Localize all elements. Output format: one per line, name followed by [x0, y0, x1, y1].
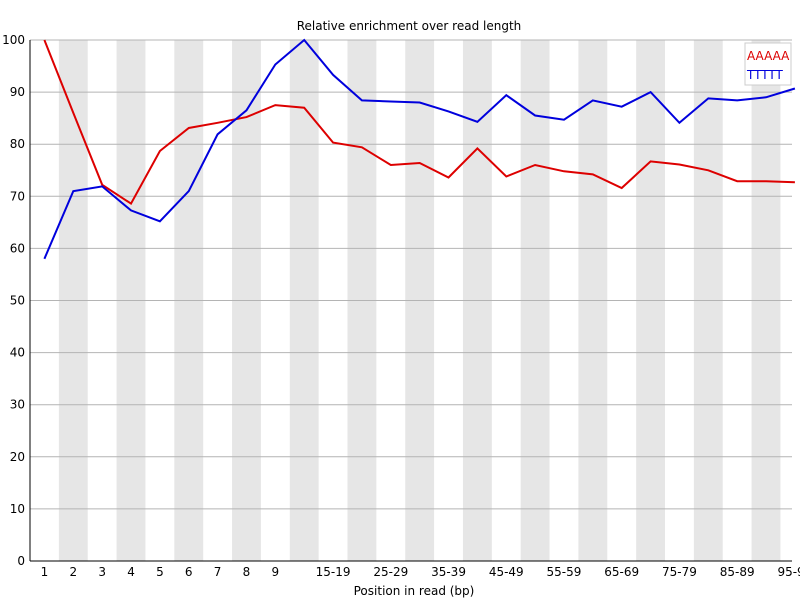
y-tick-label-0: 0 [17, 554, 25, 568]
x-tick-label-75-79: 75-79 [662, 565, 697, 579]
x-tick-label-5: 5 [156, 565, 164, 579]
legend-entry-ttttt: TTTTT [746, 68, 783, 82]
legend-entry-aaaaa: AAAAA [747, 49, 790, 63]
y-tick-label-60: 60 [10, 241, 25, 255]
legend-box [744, 42, 792, 86]
y-tick-label-30: 30 [10, 398, 25, 412]
x-tick-label-7: 7 [214, 565, 222, 579]
series-lines [43, 38, 796, 260]
y-axis-ticks: 0 10 20 30 40 50 60 70 80 90 100 [2, 33, 25, 568]
series-line-ttttt [43, 38, 796, 260]
x-tick-label-3: 3 [98, 565, 106, 579]
gridlines [30, 39, 792, 510]
y-tick-label-40: 40 [10, 346, 25, 360]
x-tick-label-25-29: 25-29 [373, 565, 408, 579]
x-tick-label-4: 4 [127, 565, 135, 579]
x-axis-ticks: 1 2 3 4 5 6 7 8 9 15-19 25-29 35-39 45-49 55-59 65-69 7… [41, 565, 800, 579]
y-tick-label-70: 70 [10, 189, 25, 203]
y-tick-label-90: 90 [10, 85, 25, 99]
y-tick-label-80: 80 [10, 137, 25, 151]
y-tick-label-50: 50 [10, 294, 25, 308]
x-tick-label-2: 2 [69, 565, 77, 579]
x-tick-label-45-49: 45-49 [489, 565, 524, 579]
x-tick-label-95-97: 95-97 [777, 565, 800, 579]
y-tick-label-20: 20 [10, 450, 25, 464]
x-tick-label-8: 8 [243, 565, 251, 579]
y-tick-label-100: 100 [2, 33, 25, 47]
x-tick-label-1: 1 [41, 565, 49, 579]
x-tick-label-35-39: 35-39 [431, 565, 466, 579]
x-tick-label-55-59: 55-59 [547, 565, 582, 579]
chart-title: Relative enrichment over read length [297, 19, 522, 33]
y-tick-label-10: 10 [10, 502, 25, 516]
x-tick-label-9: 9 [272, 565, 280, 579]
x-tick-label-6: 6 [185, 565, 193, 579]
legend: AAAAA TTTTT [744, 42, 792, 86]
x-axis-label: Position in read (bp) [354, 584, 475, 598]
x-tick-label-85-89: 85-89 [720, 565, 755, 579]
x-tick-label-65-69: 65-69 [604, 565, 639, 579]
x-tick-label-15-19: 15-19 [316, 565, 351, 579]
series-line-aaaaa [43, 39, 795, 206]
